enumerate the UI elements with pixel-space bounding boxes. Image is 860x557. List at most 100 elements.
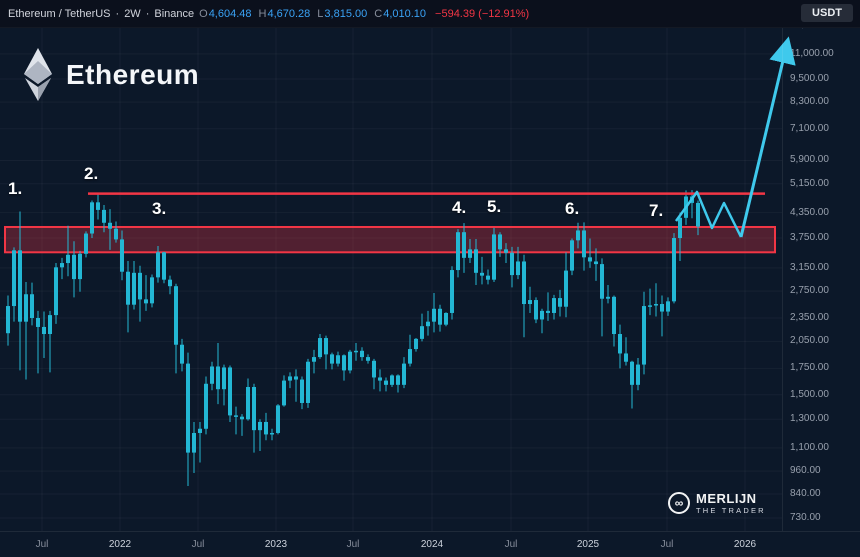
candle-body bbox=[570, 240, 574, 271]
high-label: H bbox=[258, 7, 267, 20]
close-value: 4,010.10 bbox=[383, 7, 427, 20]
price-axis-label: 730.00 bbox=[790, 512, 821, 524]
currency-toggle-button[interactable]: USDT bbox=[801, 4, 853, 22]
candle-body bbox=[342, 355, 346, 371]
candle-body bbox=[186, 363, 190, 453]
candle-body bbox=[78, 253, 82, 280]
price-axis-label: 5,900.00 bbox=[790, 154, 829, 166]
candle-body bbox=[528, 300, 532, 305]
candle-body bbox=[288, 376, 292, 381]
candle-body bbox=[84, 233, 88, 254]
candle-body bbox=[6, 306, 10, 334]
ethereum-icon bbox=[24, 48, 52, 101]
time-axis-label: Jul bbox=[346, 539, 360, 550]
candle-body bbox=[420, 326, 424, 339]
close-label: C bbox=[374, 7, 383, 20]
candle-body bbox=[438, 308, 442, 325]
price-axis-label: 1,300.00 bbox=[790, 413, 829, 425]
price-axis-label: 3,750.00 bbox=[790, 232, 829, 244]
candle-body bbox=[222, 367, 226, 390]
projection-zigzag[interactable] bbox=[674, 190, 743, 238]
symbol-info-bar: Ethereum / TetherUS · 2W · Binance O 4,6… bbox=[0, 0, 860, 28]
time-axis[interactable]: Jul 2022 Jul 2023 Jul 2024 Jul 2025 Jul 2026 bbox=[0, 531, 860, 557]
candle-body bbox=[198, 428, 202, 433]
candle-body bbox=[492, 234, 496, 280]
candle-body bbox=[444, 312, 448, 325]
candles bbox=[6, 190, 700, 487]
price-axis-label: 7,100.00 bbox=[790, 122, 829, 134]
candle-body bbox=[546, 310, 550, 313]
candle-body bbox=[486, 275, 490, 280]
price-axis-label: 5,150.00 bbox=[790, 177, 829, 189]
candle-body bbox=[624, 353, 628, 362]
candle-body bbox=[450, 270, 454, 313]
grid bbox=[0, 28, 782, 531]
price-axis-label: 2,350.00 bbox=[790, 311, 829, 323]
candle-body bbox=[378, 377, 382, 381]
merlijn-logo-icon: ∞ bbox=[668, 492, 690, 515]
candle-body bbox=[246, 387, 250, 420]
candle-body bbox=[660, 304, 664, 312]
wave-number-label[interactable]: 5. bbox=[487, 197, 502, 216]
timeframe[interactable]: 2W bbox=[124, 7, 141, 20]
candle-body bbox=[168, 279, 172, 287]
candle-body bbox=[426, 321, 430, 327]
candle-body bbox=[666, 301, 670, 312]
price-axis-label: 2,050.00 bbox=[790, 335, 829, 347]
price-axis-label: 2,750.00 bbox=[790, 285, 829, 297]
candle-body bbox=[234, 415, 238, 417]
candle-body bbox=[366, 357, 370, 361]
price-axis-label: 1,750.00 bbox=[790, 362, 829, 374]
price-axis-label: 1,500.00 bbox=[790, 388, 829, 400]
candle-body bbox=[498, 234, 502, 250]
price-axis-label: 8,300.00 bbox=[790, 96, 829, 108]
price-axis-label: 840.00 bbox=[790, 488, 821, 499]
candle-body bbox=[522, 261, 526, 305]
candle-body bbox=[264, 421, 268, 435]
candle-body bbox=[618, 334, 622, 354]
candle-body bbox=[402, 363, 406, 385]
candle-body bbox=[216, 366, 220, 390]
candle-body bbox=[582, 230, 586, 258]
price-axis-label: 11,000.00 bbox=[790, 47, 834, 59]
candle-body bbox=[468, 249, 472, 258]
candle-body bbox=[678, 217, 682, 239]
wave-number-label[interactable]: 2. bbox=[84, 164, 99, 183]
candle-body bbox=[12, 250, 16, 307]
price-axis-separator bbox=[782, 28, 783, 531]
candle-body bbox=[240, 416, 244, 420]
candle-body bbox=[354, 350, 358, 353]
candle-body bbox=[252, 387, 256, 431]
candle-body bbox=[462, 232, 466, 258]
symbol-name[interactable]: Ethereum / TetherUS bbox=[8, 7, 111, 20]
candle-body bbox=[24, 294, 28, 322]
candle-body bbox=[588, 257, 592, 262]
candle-body bbox=[300, 379, 304, 403]
time-axis-label: 2026 bbox=[733, 539, 757, 550]
candle-body bbox=[18, 250, 22, 322]
projection-arrow[interactable] bbox=[739, 36, 796, 238]
change-value: −594.39 (−12.91%) bbox=[435, 7, 530, 20]
candle-body bbox=[612, 296, 616, 335]
candle-body bbox=[126, 271, 130, 305]
wave-number-label[interactable]: 6. bbox=[565, 199, 580, 218]
separator: · bbox=[145, 7, 150, 20]
candle-body bbox=[96, 202, 100, 210]
wave-number-label[interactable]: 4. bbox=[452, 198, 467, 217]
candle-body bbox=[156, 252, 160, 278]
candle-body bbox=[474, 249, 478, 273]
resistance-zone[interactable] bbox=[4, 225, 776, 254]
time-axis-separator bbox=[0, 531, 860, 532]
candle-body bbox=[408, 349, 412, 364]
candle-body bbox=[390, 375, 394, 385]
candle-body bbox=[516, 261, 520, 276]
wave-number-label[interactable]: 3. bbox=[152, 199, 167, 218]
candle-body bbox=[558, 298, 562, 307]
watermark-name: MERLIJN bbox=[696, 491, 757, 506]
wave-number-label[interactable]: 7. bbox=[649, 201, 664, 220]
candle-body bbox=[270, 432, 274, 435]
candle-body bbox=[306, 361, 310, 403]
wave-number-label[interactable]: 1. bbox=[8, 179, 23, 198]
candle-body bbox=[384, 380, 388, 385]
